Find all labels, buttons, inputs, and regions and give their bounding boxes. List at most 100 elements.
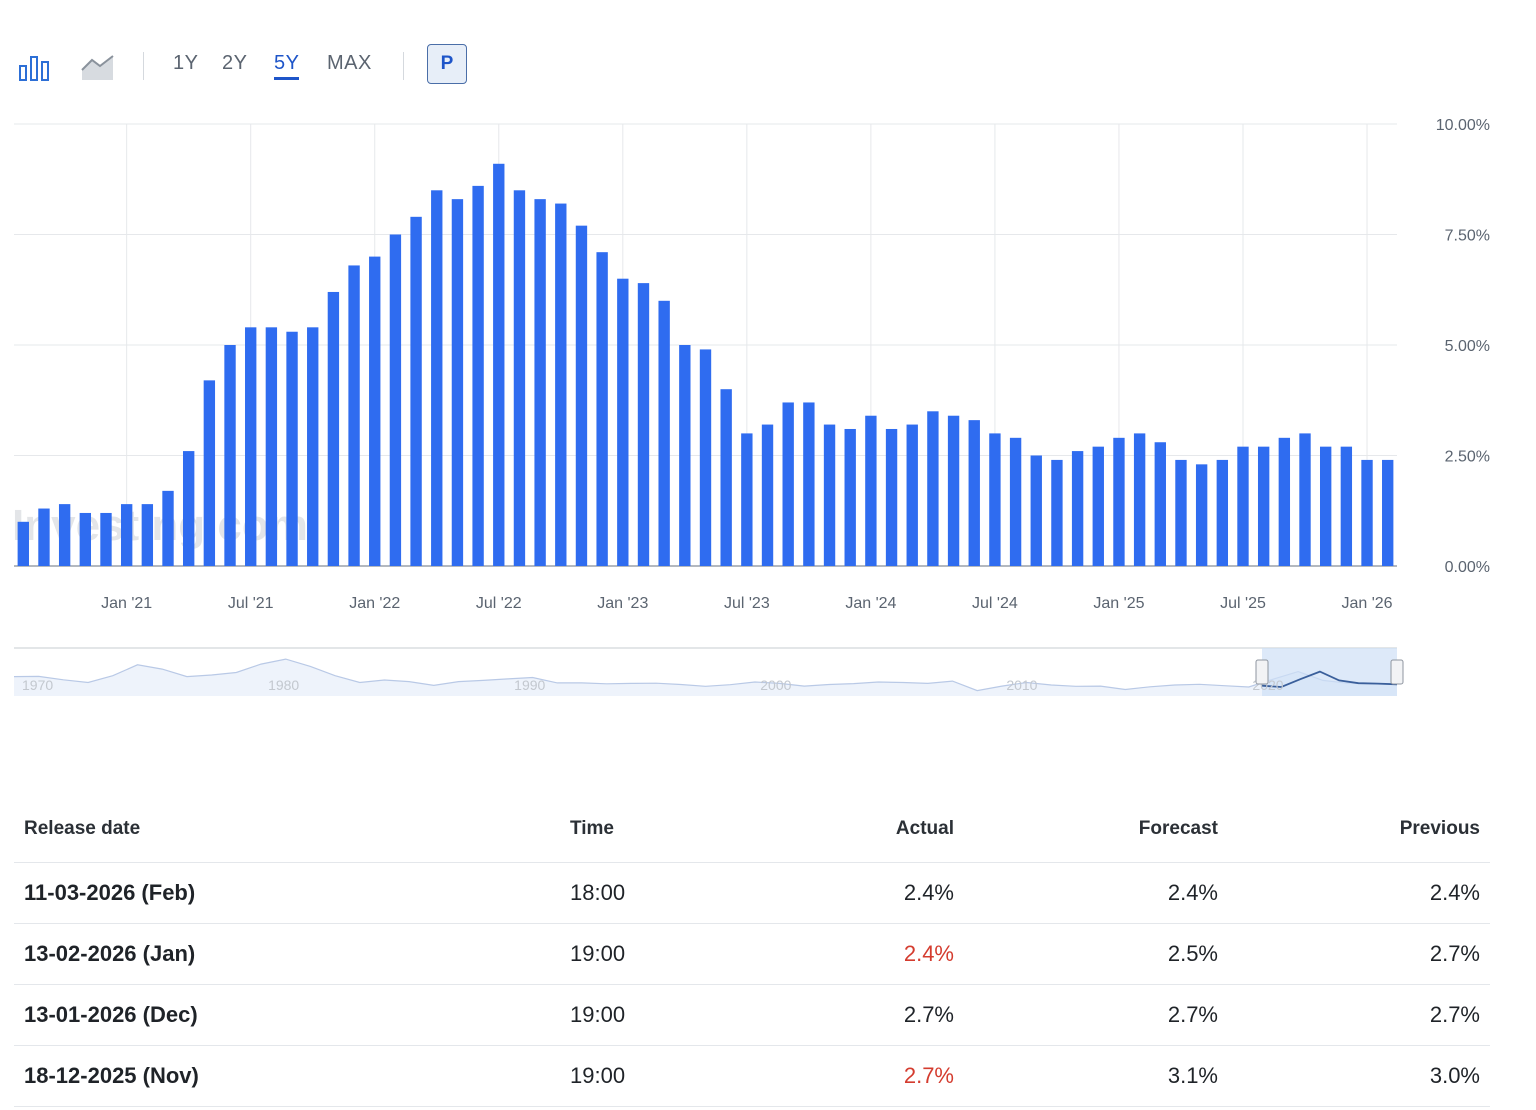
bar[interactable] (1133, 433, 1146, 566)
bar[interactable] (927, 411, 939, 566)
bar[interactable] (989, 433, 1001, 566)
bar[interactable] (410, 216, 422, 566)
bar[interactable] (245, 327, 257, 566)
release-date-cell: 18-12-2025 (Nov) (24, 1063, 199, 1088)
bar[interactable] (141, 504, 154, 566)
y-tick-label: 5.00% (1445, 338, 1490, 355)
bar[interactable] (224, 345, 236, 566)
navigator-selected-line (1261, 670, 1398, 688)
header-actual[interactable]: Actual (895, 818, 954, 839)
navigator-year-label: 1970 (22, 677, 53, 693)
bar[interactable] (451, 199, 464, 566)
bar[interactable] (100, 512, 112, 566)
header-release-date[interactable]: Release date (24, 818, 141, 839)
bar[interactable] (17, 521, 29, 566)
line-chart-icon[interactable] (80, 52, 116, 87)
bar[interactable] (906, 424, 918, 566)
bar[interactable] (575, 225, 588, 566)
bar[interactable] (120, 504, 133, 566)
x-tick-label: Jan '25 (1093, 595, 1144, 612)
range-1y-button[interactable]: 1Y (173, 52, 199, 74)
bar[interactable] (1051, 459, 1063, 566)
range-navigator[interactable]: 1970 1980 1990 2000 2010 2020 (0, 640, 1536, 700)
bar[interactable] (79, 512, 92, 566)
bar[interactable] (348, 265, 360, 566)
bar[interactable] (1113, 437, 1125, 566)
bar[interactable] (1278, 437, 1291, 566)
bar[interactable] (431, 190, 443, 567)
bar[interactable] (1382, 459, 1394, 566)
bar[interactable] (327, 291, 340, 566)
y-tick-label: 0.00% (1445, 559, 1490, 576)
bar[interactable] (203, 380, 216, 566)
bar[interactable] (679, 345, 691, 566)
bar-chart-icon[interactable] (18, 54, 54, 87)
bar[interactable] (1195, 464, 1208, 566)
bar[interactable] (472, 185, 484, 566)
forecast-cell: 3.1% (1167, 1063, 1218, 1088)
bar[interactable] (1009, 437, 1022, 566)
bar[interactable] (741, 433, 753, 566)
bar[interactable] (389, 234, 402, 567)
bar[interactable] (761, 424, 774, 566)
bar[interactable] (1319, 446, 1332, 566)
bar[interactable] (1030, 455, 1042, 567)
bar[interactable] (1175, 459, 1187, 566)
navigator-handle[interactable] (1255, 659, 1269, 685)
bar[interactable] (596, 252, 608, 566)
bar[interactable] (720, 389, 732, 566)
navigator-line (13, 658, 1398, 692)
header-previous[interactable]: Previous (1399, 818, 1480, 839)
p-toggle-button[interactable]: P (427, 44, 467, 84)
bar[interactable] (1257, 446, 1270, 566)
bar[interactable] (162, 490, 174, 566)
bar[interactable] (885, 428, 898, 566)
bar[interactable] (286, 331, 298, 566)
bar[interactable] (1361, 459, 1373, 566)
bar[interactable] (1216, 459, 1229, 566)
release-date-cell: 13-01-2026 (Dec) (24, 1002, 198, 1027)
bar[interactable] (658, 300, 670, 566)
previous-cell: 2.7% (1429, 941, 1480, 966)
bar[interactable] (182, 451, 195, 566)
bar[interactable] (369, 256, 381, 566)
bar[interactable] (1340, 446, 1353, 566)
bar[interactable] (1092, 446, 1104, 566)
x-tick-label: Jul '22 (476, 595, 522, 612)
header-time[interactable]: Time (570, 818, 615, 839)
bar[interactable] (947, 415, 960, 566)
bar[interactable] (803, 402, 815, 566)
chart-toolbar: 1Y 2Y 5Y MAX P (0, 40, 520, 92)
bar[interactable] (307, 327, 319, 566)
bar[interactable] (968, 420, 980, 566)
bar[interactable] (493, 163, 505, 566)
watermark: Investing.com (12, 501, 308, 550)
range-2y-button[interactable]: 2Y (222, 52, 248, 74)
bar[interactable] (865, 415, 877, 566)
navigator-area (14, 659, 1397, 696)
x-tick-label: Jul '24 (972, 595, 1018, 612)
bar[interactable] (844, 428, 856, 566)
release-date-cell: 11-03-2026 (Feb) (24, 880, 196, 905)
bar[interactable] (534, 199, 546, 566)
bar[interactable] (617, 278, 629, 566)
navigator-handle[interactable] (1390, 659, 1404, 685)
range-max-button[interactable]: MAX (327, 52, 372, 74)
bar[interactable] (1299, 433, 1311, 566)
bar[interactable] (1237, 446, 1249, 566)
bar[interactable] (555, 203, 567, 566)
range-5y-button[interactable]: 5Y (274, 52, 300, 80)
navigator-selection[interactable] (1262, 648, 1397, 696)
x-tick-label: Jan '26 (1341, 595, 1392, 612)
bar[interactable] (265, 327, 278, 566)
bar[interactable] (782, 402, 794, 566)
bar[interactable] (38, 508, 50, 566)
bar[interactable] (513, 190, 526, 567)
bar[interactable] (58, 504, 71, 566)
bar[interactable] (637, 283, 650, 566)
bar[interactable] (699, 349, 712, 566)
header-forecast[interactable]: Forecast (1138, 818, 1218, 839)
bar[interactable] (823, 424, 836, 566)
bar[interactable] (1071, 451, 1084, 566)
bar[interactable] (1154, 442, 1166, 566)
